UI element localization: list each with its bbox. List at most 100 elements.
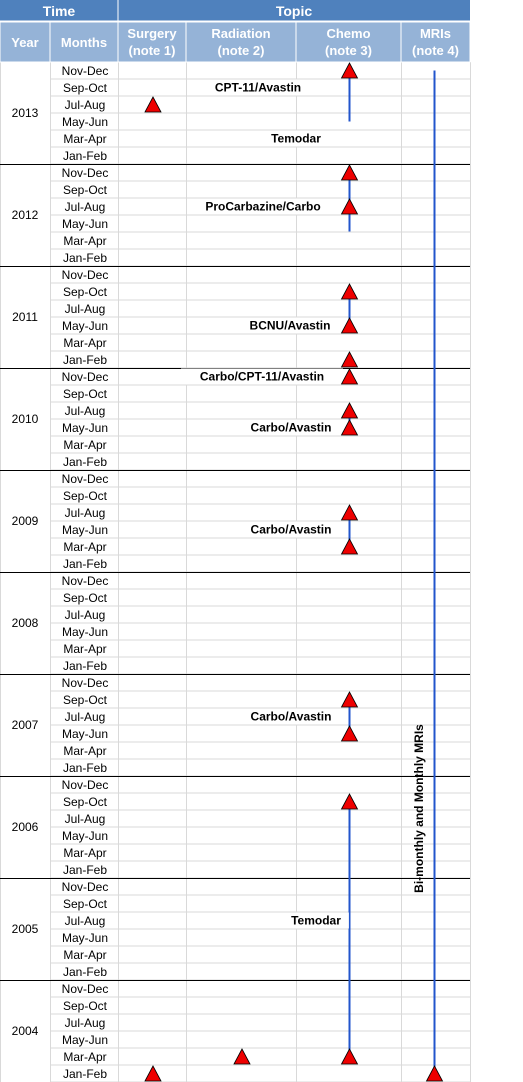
month-label: Jul-Aug — [65, 710, 106, 724]
column-header-sublabel: (note 4) — [412, 43, 459, 58]
month-label: Mar-Apr — [63, 744, 106, 758]
annotation-label: Temodar — [271, 132, 321, 146]
annotation-background — [235, 521, 347, 538]
annotation-background — [238, 317, 342, 334]
month-label: May-Jun — [62, 1033, 108, 1047]
month-label: Nov-Dec — [62, 64, 109, 78]
annotation-label: Bi-monthly and Monthly MRIs — [412, 724, 426, 893]
month-label: Sep-Oct — [63, 795, 108, 809]
column-header-cell — [0, 21, 51, 63]
event-marker — [340, 317, 359, 334]
month-label: Jan-Feb — [63, 659, 107, 673]
year-label: 2004 — [12, 1024, 39, 1038]
annotation-label: Carbo/Avastin — [251, 523, 332, 537]
year-label: 2011 — [12, 310, 38, 324]
event-marker — [340, 402, 359, 419]
month-label: Jul-Aug — [65, 812, 106, 826]
header: Time Topic Year Months Surgery (note 1) Radi… — [0, 0, 471, 63]
event-marker — [340, 691, 359, 708]
month-label: Nov-Dec — [62, 472, 109, 486]
column-header-cell — [185, 21, 297, 63]
column-header-cell — [49, 21, 119, 63]
month-label: Jul-Aug — [65, 404, 106, 418]
month-label: Nov-Dec — [62, 574, 109, 588]
month-label: Jan-Feb — [63, 863, 107, 877]
month-label: Sep-Oct — [63, 897, 108, 911]
event-marker — [144, 1065, 162, 1082]
month-label: May-Jun — [62, 931, 108, 945]
annotation-background — [181, 368, 343, 385]
event-marker — [340, 283, 359, 300]
month-label: Jul-Aug — [65, 608, 106, 622]
annotation-background — [235, 708, 347, 725]
annotation-label: Carbo/Avastin — [251, 421, 332, 435]
month-label: Nov-Dec — [62, 676, 109, 690]
event-marker — [340, 538, 359, 555]
month-label: Nov-Dec — [62, 778, 109, 792]
column-headers: Year Months Surgery (note 1) Radiation (note … — [0, 0, 471, 63]
event-marker — [340, 504, 359, 521]
annotation-background — [263, 130, 329, 147]
month-label: Sep-Oct — [63, 387, 108, 401]
column-header-label: Surgery — [127, 26, 177, 41]
event-marker — [340, 419, 359, 436]
year-label: 2005 — [12, 922, 39, 936]
annotation-label: Temodar — [291, 914, 341, 928]
column-header-label: Chemo — [326, 26, 370, 41]
month-label: Jan-Feb — [63, 761, 107, 775]
month-label: Sep-Oct — [63, 591, 108, 605]
month-label: Jul-Aug — [65, 506, 106, 520]
month-label: Jan-Feb — [63, 455, 107, 469]
event-marker — [340, 1048, 359, 1065]
year-label: 2007 — [12, 718, 39, 732]
event-marker — [340, 725, 359, 742]
month-label: Jul-Aug — [65, 914, 106, 928]
month-label: Nov-Dec — [62, 370, 109, 384]
event-marker — [340, 793, 359, 810]
month-label: Sep-Oct — [63, 999, 108, 1013]
grid-layer — [0, 61, 471, 1082]
month-label: May-Jun — [62, 829, 108, 843]
column-header-sublabel: (note 3) — [325, 43, 372, 58]
month-label: Sep-Oct — [63, 183, 108, 197]
header-time-label: Time — [43, 3, 76, 19]
month-label: May-Jun — [62, 625, 108, 639]
year-label: 2013 — [12, 106, 39, 120]
month-label: Jan-Feb — [63, 1067, 107, 1081]
event-marker — [340, 198, 359, 215]
year-label: 2009 — [12, 514, 39, 528]
column-header-sublabel: (note 2) — [218, 43, 265, 58]
month-label: Nov-Dec — [62, 166, 109, 180]
header-time-cell — [0, 0, 118, 21]
month-label: Mar-Apr — [63, 234, 106, 248]
month-label: Jan-Feb — [63, 965, 107, 979]
month-label: May-Jun — [62, 217, 108, 231]
event-marker — [340, 164, 359, 181]
event-marker — [144, 96, 162, 113]
column-header-label: MRIs — [420, 26, 451, 41]
column-header-label: Year — [11, 35, 38, 50]
month-label: Nov-Dec — [62, 982, 109, 996]
month-label: Jan-Feb — [63, 557, 107, 571]
month-label: Mar-Apr — [63, 1050, 106, 1064]
month-label: Jul-Aug — [65, 200, 106, 214]
month-label: Sep-Oct — [63, 693, 108, 707]
column-header-sublabel: (note 1) — [129, 43, 176, 58]
month-label: Jan-Feb — [63, 251, 107, 265]
annotation-background — [189, 198, 337, 215]
month-label: Sep-Oct — [63, 81, 108, 95]
annotation-label: BCNU/Avastin — [250, 319, 331, 333]
event-markers — [144, 62, 444, 1082]
month-label: Mar-Apr — [63, 642, 106, 656]
event-marker — [340, 368, 359, 385]
month-label: Mar-Apr — [63, 336, 106, 350]
month-label: May-Jun — [62, 523, 108, 537]
annotation-background — [283, 912, 349, 929]
month-label: Sep-Oct — [63, 489, 108, 503]
year-label: 2010 — [12, 412, 39, 426]
month-label: Sep-Oct — [63, 285, 108, 299]
annotation-background — [199, 79, 317, 96]
event-marker — [233, 1048, 251, 1065]
annotation-label: ProCarbazine/Carbo — [205, 200, 320, 214]
month-label: Mar-Apr — [63, 132, 106, 146]
